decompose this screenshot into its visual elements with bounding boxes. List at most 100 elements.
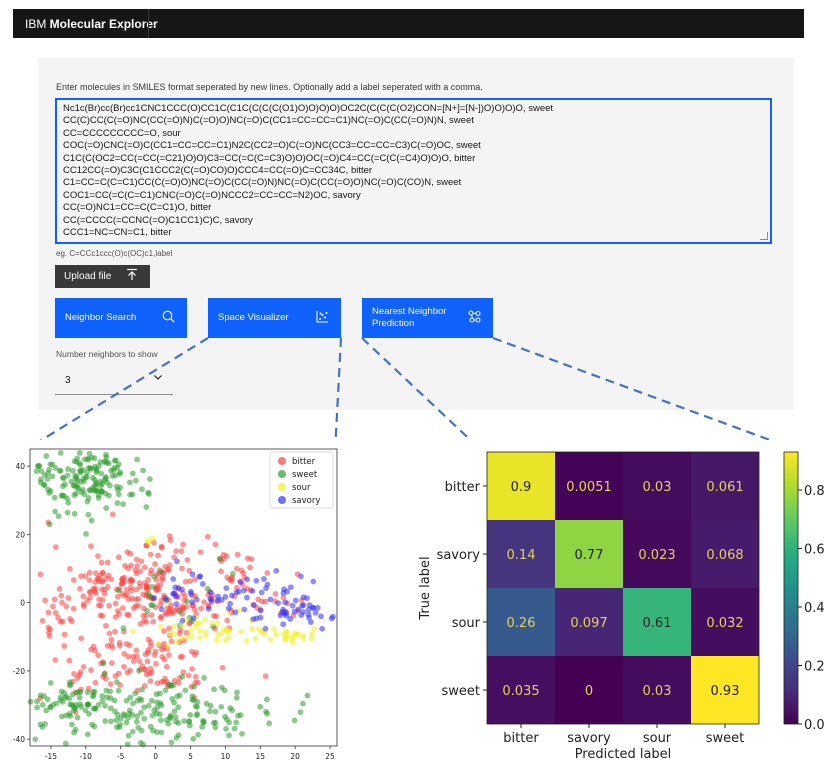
- upload-file-label: Upload file: [64, 271, 112, 282]
- point-bitter: [238, 567, 245, 574]
- point-bitter: [167, 537, 174, 544]
- cell-value: 0.061: [706, 480, 743, 495]
- point-bitter: [247, 564, 253, 571]
- point-bitter: [37, 571, 44, 578]
- point-bitter: [130, 658, 137, 665]
- point-sour: [273, 631, 279, 638]
- number-neighbors-dropdown[interactable]: 3: [55, 365, 173, 395]
- point-sour: [197, 620, 204, 627]
- confusion-matrix-chart: 0.9 0.0051 0.03 0.061 0.14 0.77 0.023 0.068 0.26…: [418, 451, 825, 762]
- point-bitter: [42, 597, 49, 604]
- point-bitter: [166, 652, 172, 658]
- point-sweet: [132, 690, 139, 697]
- point-bitter: [78, 573, 84, 580]
- point-sweet: [123, 719, 130, 726]
- x-tick-label: -5: [117, 752, 125, 761]
- point-bitter: [66, 657, 73, 664]
- point-sweet: [117, 484, 124, 491]
- point-bitter: [130, 653, 137, 660]
- point-sweet: [129, 491, 136, 498]
- point-savory: [273, 567, 280, 574]
- app-title[interactable]: IBM Molecular Explorer: [25, 17, 158, 31]
- point-bitter: [158, 613, 165, 620]
- point-bitter: [138, 558, 145, 565]
- point-bitter: [145, 636, 152, 643]
- point-sweet: [145, 702, 152, 709]
- point-savory: [175, 585, 182, 592]
- point-savory: [158, 606, 165, 613]
- point-sour: [288, 634, 295, 641]
- legend-label: sweet: [292, 470, 318, 480]
- resize-handle[interactable]: [760, 232, 768, 240]
- point-bitter: [157, 581, 164, 588]
- point-bitter: [223, 553, 230, 559]
- point-savory: [228, 592, 235, 599]
- point-sour: [238, 628, 245, 635]
- point-savory: [289, 602, 296, 609]
- point-savory: [310, 604, 317, 611]
- cell-value: 0.023: [638, 548, 675, 563]
- point-bitter: [143, 584, 150, 591]
- point-bitter: [125, 612, 132, 618]
- matrix-frame: [486, 451, 760, 725]
- space-visualizer-button[interactable]: Space Visualizer: [208, 298, 341, 338]
- point-sweet: [132, 477, 139, 484]
- point-sweet: [147, 476, 153, 482]
- upload-file-button[interactable]: Upload file: [55, 265, 150, 288]
- point-bitter: [74, 675, 81, 681]
- point-sweet: [114, 500, 121, 506]
- smiles-helper-text: eg. C=CCc1ccc(O)c(OC)c1,label: [56, 249, 173, 258]
- point-bitter: [187, 578, 193, 585]
- point-sweet: [95, 492, 102, 499]
- point-sweet: [49, 473, 56, 480]
- point-bitter: [67, 616, 74, 622]
- point-sweet: [83, 473, 90, 480]
- point-sweet: [87, 465, 94, 472]
- point-bitter: [100, 570, 106, 576]
- point-sweet: [148, 602, 155, 608]
- point-bitter: [136, 580, 143, 586]
- point-bitter: [212, 541, 219, 548]
- point-savory: [280, 590, 287, 596]
- point-bitter: [193, 649, 200, 656]
- point-sweet: [33, 468, 40, 475]
- point-bitter: [198, 605, 204, 612]
- point-bitter: [185, 672, 192, 679]
- point-sour: [252, 635, 259, 642]
- smiles-textarea[interactable]: Nc1c(Br)cc(Br)cc1CNC1CCC(O)CC1C(C1C(C(C(…: [55, 98, 772, 244]
- upload-icon: [126, 268, 138, 284]
- point-sweet: [133, 718, 140, 725]
- point-sweet: [193, 712, 200, 719]
- x-tick-label: -15: [45, 752, 57, 761]
- point-bitter: [184, 557, 191, 563]
- point-bitter: [262, 673, 269, 680]
- point-sour: [149, 535, 156, 542]
- y-tick-label: 40: [15, 462, 25, 471]
- point-savory: [312, 609, 319, 616]
- point-sweet: [46, 521, 53, 528]
- cell-value: 0.77: [575, 548, 604, 563]
- point-sweet: [291, 717, 298, 724]
- cell-value: 0.035: [502, 684, 539, 699]
- point-sour: [197, 628, 204, 635]
- point-sweet: [175, 732, 182, 739]
- point-sour: [144, 537, 151, 544]
- point-bitter: [108, 636, 115, 643]
- neighbor-search-button[interactable]: Neighbor Search: [55, 298, 187, 338]
- point-bitter: [80, 593, 87, 600]
- chevron-down-icon: [153, 372, 163, 385]
- point-bitter: [234, 551, 241, 558]
- point-sweet: [126, 707, 133, 714]
- point-sweet: [130, 700, 136, 707]
- x-tick-label: 15: [255, 752, 265, 761]
- point-sweet: [190, 735, 197, 742]
- point-bitter: [107, 681, 114, 688]
- point-sweet: [34, 698, 40, 705]
- matrix-cell: [691, 520, 759, 588]
- point-savory: [292, 597, 299, 604]
- nearest-neighbor-prediction-button[interactable]: Nearest Neighbor Prediction: [362, 298, 493, 338]
- point-bitter: [158, 678, 165, 685]
- confusion-matrix-plot: 0.9 0.0051 0.03 0.061 0.14 0.77 0.023 0.068 0.26…: [408, 440, 830, 769]
- point-sweet: [47, 488, 54, 494]
- point-sweet: [85, 701, 92, 708]
